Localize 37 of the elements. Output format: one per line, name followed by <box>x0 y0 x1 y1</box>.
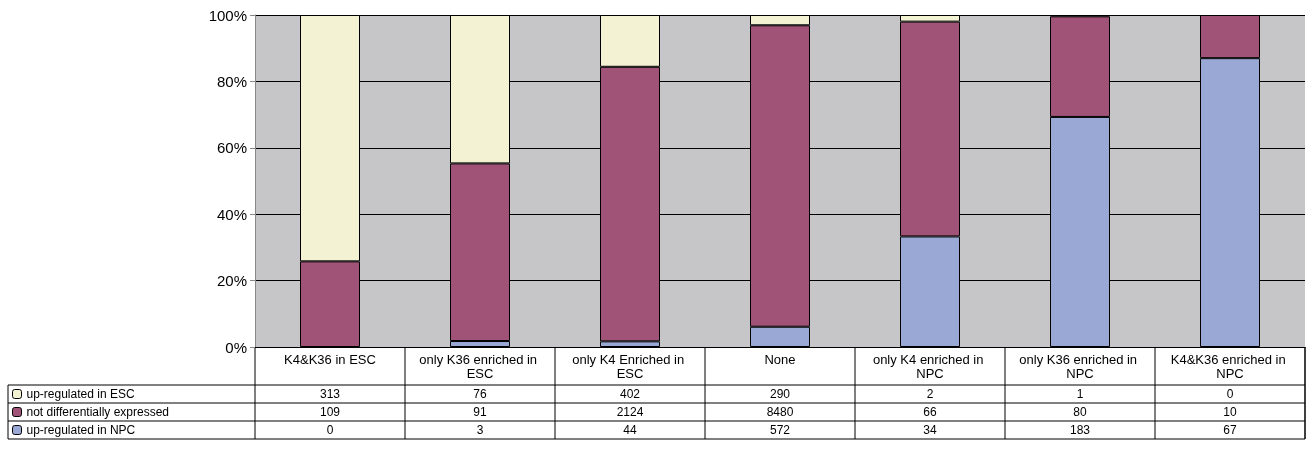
legend-label: up-regulated in NPC <box>26 423 136 437</box>
text: 66 <box>923 405 937 419</box>
y-tick-label: 80% <box>216 72 247 90</box>
text: 8480 <box>766 405 794 419</box>
text: 0 <box>326 423 334 437</box>
text: 2124 <box>616 405 644 419</box>
text: 10 <box>1223 405 1237 419</box>
x-tick-label: only K36 enriched in NPC <box>1019 351 1141 381</box>
text: 572 <box>769 423 791 437</box>
text: 109 <box>319 405 341 419</box>
x-tick-label: K4&K36 in ESC <box>284 351 376 367</box>
y-tick-label: 60% <box>216 139 247 157</box>
x-tick-label: only K4 enriched in NPC <box>872 351 988 381</box>
x-tick-label: None <box>764 351 796 367</box>
text: 313 <box>319 387 341 401</box>
text: 2 <box>926 387 934 401</box>
text: 67 <box>1223 423 1237 437</box>
text: 76 <box>473 387 487 401</box>
text: 44 <box>623 423 637 437</box>
legend-label: up-regulated in ESC <box>26 387 135 401</box>
text: 183 <box>1069 423 1091 437</box>
text: 91 <box>473 405 487 419</box>
text: 290 <box>769 387 791 401</box>
y-tick-label: 100% <box>208 6 247 24</box>
text: 402 <box>619 387 641 401</box>
legend-label: not differentially expressed <box>26 405 170 419</box>
text: 3 <box>476 423 484 437</box>
y-tick-label: 0% <box>225 338 247 356</box>
text: 34 <box>923 423 937 437</box>
y-tick-label: 20% <box>216 272 247 290</box>
text: 0 <box>1226 387 1234 401</box>
x-tick-label: only K4 Enriched in ESC <box>572 351 688 381</box>
y-tick-label: 40% <box>216 205 247 223</box>
x-tick-label: only K36 enriched in ESC <box>419 351 541 381</box>
x-tick-label: K4&K36 enriched in NPC <box>1170 351 1290 381</box>
text: 1 <box>1076 387 1084 401</box>
text: 80 <box>1073 405 1087 419</box>
